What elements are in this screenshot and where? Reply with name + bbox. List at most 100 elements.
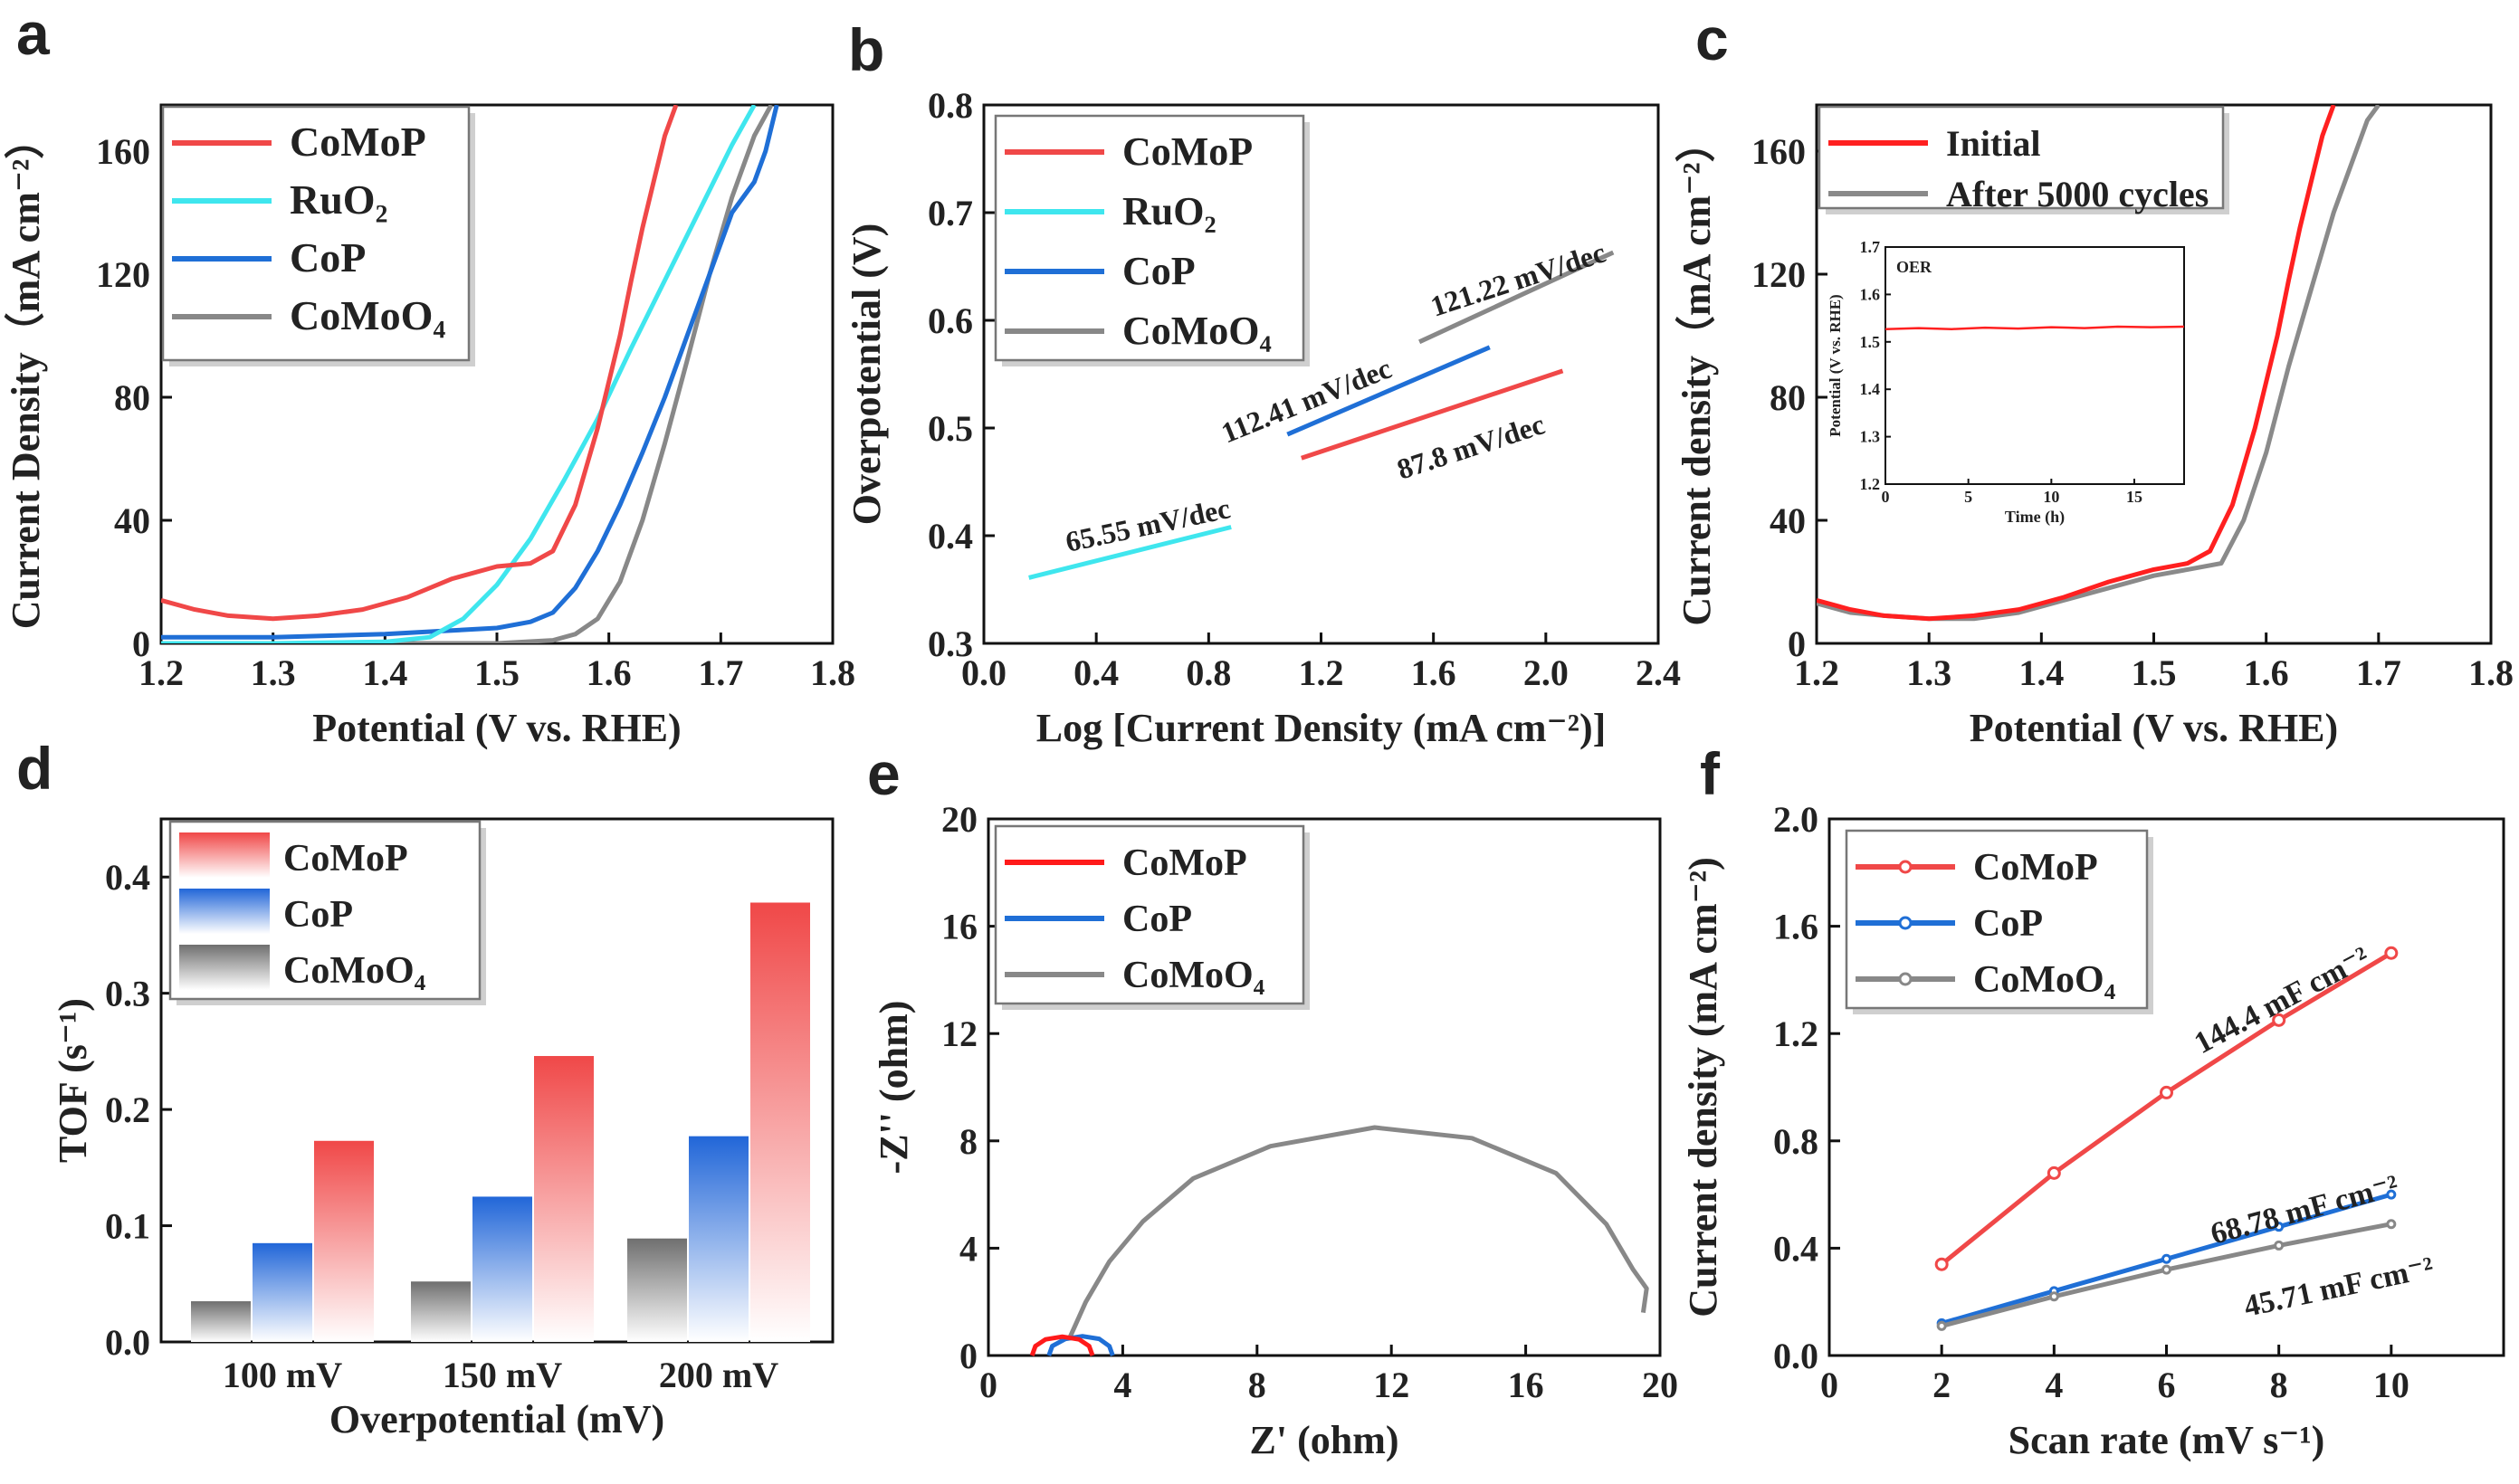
x-tick-label: 16 [1508,1365,1544,1405]
tafel-line-3 [1418,250,1615,345]
panel-letter-a: a [16,0,51,67]
x-tick-label: 1.2 [1299,652,1344,693]
y-tick-label: 0.1 [105,1206,150,1247]
x-tick-label: 20 [1642,1365,1678,1405]
series-group-a [161,105,779,643]
inset-y-tick-label: 1.3 [1860,428,1881,446]
inset-oer-label: OER [1896,258,1932,276]
y-tick-label: 4 [959,1228,978,1269]
chart-panel-b: 0.0 0.4 0.8 1.2 1.6 2.0 2.4 0.3 0.4 0.5 0.6 0.7 0.8 L… [844,85,1681,750]
x-tick-label: 1.8 [2468,652,2514,693]
legend-swatch-cop [179,889,270,934]
bar-CoMoP-1 [534,1056,594,1342]
x-tick-label: 12 [1373,1365,1409,1405]
legend-label-initial: Initial [1946,123,2040,164]
y-tick-label: 1.6 [1773,907,1818,947]
legend-label-comoo4: CoMoO₄ [1122,955,1265,996]
legend-marker-comop [1898,860,1913,874]
x-tick-label: 8 [1248,1365,1266,1405]
x-tick-label: 0 [979,1365,997,1405]
y-tick-label: 0.4 [105,857,150,898]
x-tick-label: 2.0 [1523,652,1569,693]
x-tick-label: 1.6 [2244,652,2289,693]
series-line-3 [161,105,774,643]
x-tick-label: 1.4 [362,652,407,693]
x-category-label: 100 mV [223,1355,342,1395]
y-tick-label: 0.0 [105,1322,150,1363]
legend-label-a0: CoMoP [290,119,426,165]
legend-label-comop: CoMoP [1973,847,2098,889]
cdl-point [2047,1165,2061,1180]
x-tick-label: 1.6 [587,652,632,693]
legend-swatch-comoo4 [179,945,270,990]
inset-y-tick-label: 1.2 [1860,475,1881,493]
y-axis-label: -Z'' (ohm) [872,1001,916,1175]
cdl-point [2274,1222,2285,1232]
inset-x-tick-label: 15 [2126,488,2142,506]
y-tick-label: 20 [941,799,978,840]
inset-y-tick-label: 1.4 [1860,380,1881,398]
y-tick-label: 80 [1770,377,1806,418]
y-tick-label: 0.5 [928,408,973,449]
legend-label-b3: CoMoO₄ [1122,309,1272,353]
x-tick-label: 0.8 [1186,652,1231,693]
y-tick-label: 2.0 [1773,799,1818,840]
cdl-slope-label: 45.71 mF cm⁻² [2241,1251,2437,1323]
x-tick-label: 1.6 [1411,652,1456,693]
y-tick-label: 120 [1751,254,1806,295]
y-tick-label: 0.3 [105,974,150,1014]
legend-label-b1: RuO₂ [1122,189,1217,233]
inset-x-tick-label: 10 [2043,488,2059,506]
y-axis-label: TOF (s⁻¹) [51,998,95,1163]
panel-letter-c: c [1695,5,1729,72]
legend-label-comoo4: CoMoO₄ [283,950,426,992]
x-tick-label: 1.7 [2356,652,2401,693]
x-axis-label: Z' (ohm) [1250,1418,1399,1462]
y-tick-label: 0.8 [928,85,973,126]
cdl-point [2161,1253,2171,1264]
y-tick-label: 1.2 [1773,1013,1818,1054]
legend-label-a1: RuO₂ [290,176,387,223]
x-axis-label: Potential (V vs. RHE) [312,706,681,750]
cdl-point [2161,1264,2171,1275]
cdl-point [2160,1085,2173,1099]
inset-x-tick-label: 5 [1964,488,1972,506]
cdl-point [2384,946,2399,960]
legend-marker-cop [1898,916,1913,930]
x-axis-label: Potential (V vs. RHE) [1970,706,2338,750]
y-tick-label: 0 [1788,623,1806,664]
cdl-point [2386,1219,2397,1230]
legend-label-b2: CoP [1122,249,1196,293]
tafel-line-2 [1286,345,1491,437]
series-line-1 [161,105,757,643]
cdl-point [1934,1257,1949,1271]
legend-marker-comoo4 [1898,972,1913,986]
legend-label-a2: CoP [290,234,366,281]
y-tick-label: 0.7 [928,193,973,233]
y-tick-label: 40 [114,500,150,541]
tafel-line-0 [1301,368,1564,461]
inset-frame [1884,246,2185,485]
bar-CoP-1 [472,1196,532,1342]
plot-frame-e [987,817,1662,1357]
legend-label-cop: CoP [1973,903,2043,945]
bar-CoMoO-0 [191,1301,251,1342]
y-tick-label: 0.4 [1773,1228,1818,1269]
chart-panel-f: 0 2 4 6 8 10 0.0 0.4 0.8 1.2 1.6 2.0 Scan rate (mV s… [1681,799,2505,1462]
inset-potential-line [1884,325,2185,330]
series-line-0 [161,105,679,622]
x-category-label: 150 mV [443,1355,562,1395]
x-tick-label: 0.0 [961,652,1007,693]
y-tick-label: 0.6 [928,300,973,341]
inset-y-tick-label: 1.7 [1860,238,1881,256]
y-axis-label: Current density (mA cm⁻²) [1681,857,1725,1318]
series-group-c [1817,105,2381,622]
y-tick-label: 40 [1770,500,1806,541]
y-tick-label: 160 [1751,131,1806,172]
bar-CoP-0 [253,1242,312,1342]
nyquist-comoo4 [1066,1125,1649,1341]
tafel-slope-label: 121.22 mV/dec [1426,235,1609,322]
panel-letter-d: d [16,735,52,802]
chart-panel-e: 0 4 8 12 16 20 0 4 8 12 16 20 Z' (ohm) -Z'' (ohm) CoMo… [872,799,1678,1462]
